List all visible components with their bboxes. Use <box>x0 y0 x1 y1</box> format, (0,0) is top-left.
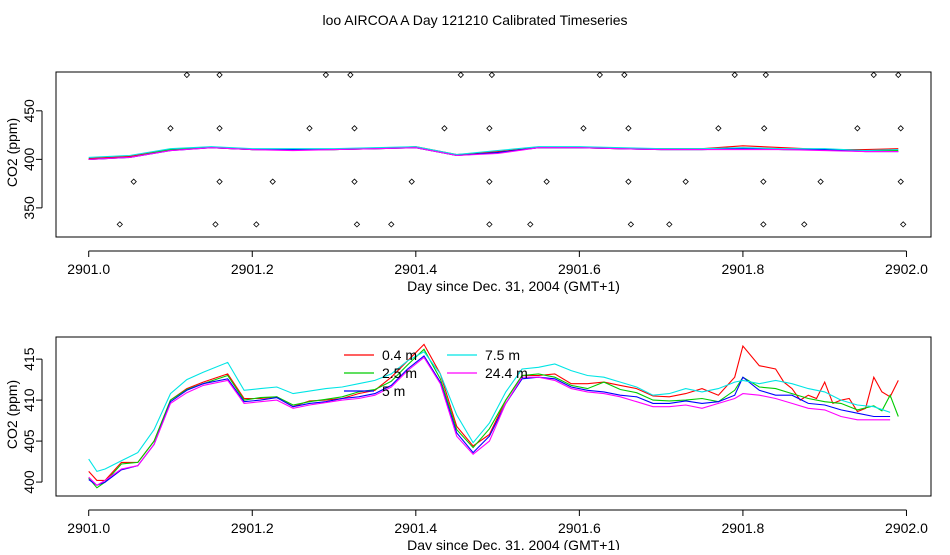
diamond-marker <box>580 125 587 132</box>
x-tick-label: 2901.2 <box>231 261 274 277</box>
y-tick-label: 400 <box>21 147 37 171</box>
diamond-marker <box>351 125 358 132</box>
diamond-marker <box>183 72 191 79</box>
diamond-marker <box>900 221 907 228</box>
legend-label-7-5-m: 7.5 m <box>485 347 520 363</box>
x-axis: 2901.0 2901.2 2901.4 2901.6 2901.8 2902.0 Day … <box>67 250 928 294</box>
diamond-marker <box>216 178 223 185</box>
diamond-marker <box>269 178 276 185</box>
x-axis-label: Day since Dec. 31, 2004 (GMT+1) <box>407 537 620 550</box>
x-tick-label: 2901.6 <box>558 520 601 536</box>
y-tick-label: 400 <box>21 470 37 494</box>
diamond-marker <box>682 178 689 185</box>
diamond-marker <box>731 72 738 79</box>
x-axis: 2901.0 2901.2 2901.4 2901.6 2901.8 2902.0 Day … <box>67 509 928 553</box>
x-tick-label: 2901.6 <box>558 261 601 277</box>
diamond-marker <box>527 221 534 228</box>
y-tick-label: 405 <box>21 429 37 453</box>
diamond-marker <box>543 178 550 185</box>
diamond-marker <box>596 72 603 79</box>
diamond-marker <box>801 221 808 228</box>
series-line-24-4-m <box>88 147 899 160</box>
diamond-marker <box>897 178 904 185</box>
bottom-panel: 2901.0 2901.2 2901.4 2901.6 2901.8 2902.0 Day … <box>4 336 932 553</box>
diamond-marker <box>347 72 354 79</box>
x-tick-label: 2901.2 <box>231 520 274 536</box>
diamond-marker <box>322 72 330 79</box>
legend-label-24-4-m: 24.4 m <box>485 365 528 381</box>
series-line-0-4-m <box>88 343 899 481</box>
y-tick-label: 415 <box>21 347 37 371</box>
series-line-7-5-m <box>88 146 899 158</box>
x-tick-label: 2901.4 <box>394 261 437 277</box>
diamond-marker <box>306 125 313 132</box>
diamond-marker <box>408 178 415 185</box>
diamond-marker <box>216 72 223 79</box>
diamond-marker <box>854 125 861 132</box>
diamond-marker <box>870 72 877 79</box>
series-line-5-m <box>88 355 891 486</box>
series-line-24-4-m <box>88 356 891 486</box>
legend: 0.4 m 2.5 m 5 m 7.5 m 24.4 m <box>344 347 528 399</box>
diamond-marker <box>666 221 673 228</box>
plot-area <box>88 72 907 228</box>
diamond-marker <box>486 221 493 228</box>
legend-label-0-4-m: 0.4 m <box>382 347 417 363</box>
y-tick-label: 450 <box>21 99 37 123</box>
legend-label-2-5-m: 2.5 m <box>382 365 417 381</box>
diamond-marker <box>761 125 768 132</box>
diamond-marker <box>130 178 137 185</box>
diamond-marker <box>621 72 628 79</box>
diamond-marker <box>715 125 722 132</box>
y-axis-label: CO2 (ppm) <box>4 380 20 449</box>
x-axis-label: Day since Dec. 31, 2004 (GMT+1) <box>407 278 620 294</box>
y-tick-label: 350 <box>21 196 37 220</box>
diamond-marker <box>353 221 361 228</box>
diamond-marker <box>351 178 358 185</box>
diamond-marker <box>457 72 464 79</box>
diamond-marker <box>441 125 448 132</box>
diamond-marker <box>760 178 767 185</box>
x-tick-label: 2901.8 <box>722 520 765 536</box>
diamond-marker <box>625 125 632 132</box>
x-tick-label: 2902.0 <box>885 261 928 277</box>
diamond-marker <box>627 221 635 228</box>
plot-frame <box>55 71 932 238</box>
marker-group <box>116 72 907 228</box>
diamond-marker <box>212 221 219 228</box>
diamond-marker <box>897 125 904 132</box>
top-panel: 2901.0 2901.2 2901.4 2901.6 2901.8 2902.0 Day … <box>4 71 932 294</box>
diamond-marker <box>625 178 632 185</box>
diamond-marker <box>486 125 493 132</box>
y-tick-label: 410 <box>21 388 37 412</box>
diamond-marker <box>760 221 767 228</box>
legend-label-5-m: 5 m <box>382 383 405 399</box>
diamond-marker <box>167 125 174 132</box>
y-axis-label: CO2 (ppm) <box>4 118 20 187</box>
series-line-2-5-m <box>88 348 899 489</box>
figure-title: loo AIRCOA A Day 121210 Calibrated Times… <box>322 12 627 28</box>
x-tick-label: 2901.0 <box>67 520 110 536</box>
diamond-marker <box>486 178 493 185</box>
diamond-marker <box>116 221 123 228</box>
x-tick-label: 2902.0 <box>885 520 928 536</box>
series-line-7-5-m <box>88 351 891 473</box>
x-tick-label: 2901.0 <box>67 261 110 277</box>
x-tick-label: 2901.4 <box>394 520 437 536</box>
diamond-marker <box>762 72 769 79</box>
diamond-marker <box>216 125 223 132</box>
x-tick-label: 2901.8 <box>722 261 765 277</box>
diamond-marker <box>253 221 260 228</box>
diamond-marker <box>817 178 824 185</box>
plot-frame <box>55 336 932 497</box>
diamond-marker <box>895 72 902 79</box>
diamond-marker <box>488 72 496 79</box>
diamond-marker <box>388 221 395 228</box>
plot-area <box>88 343 899 489</box>
